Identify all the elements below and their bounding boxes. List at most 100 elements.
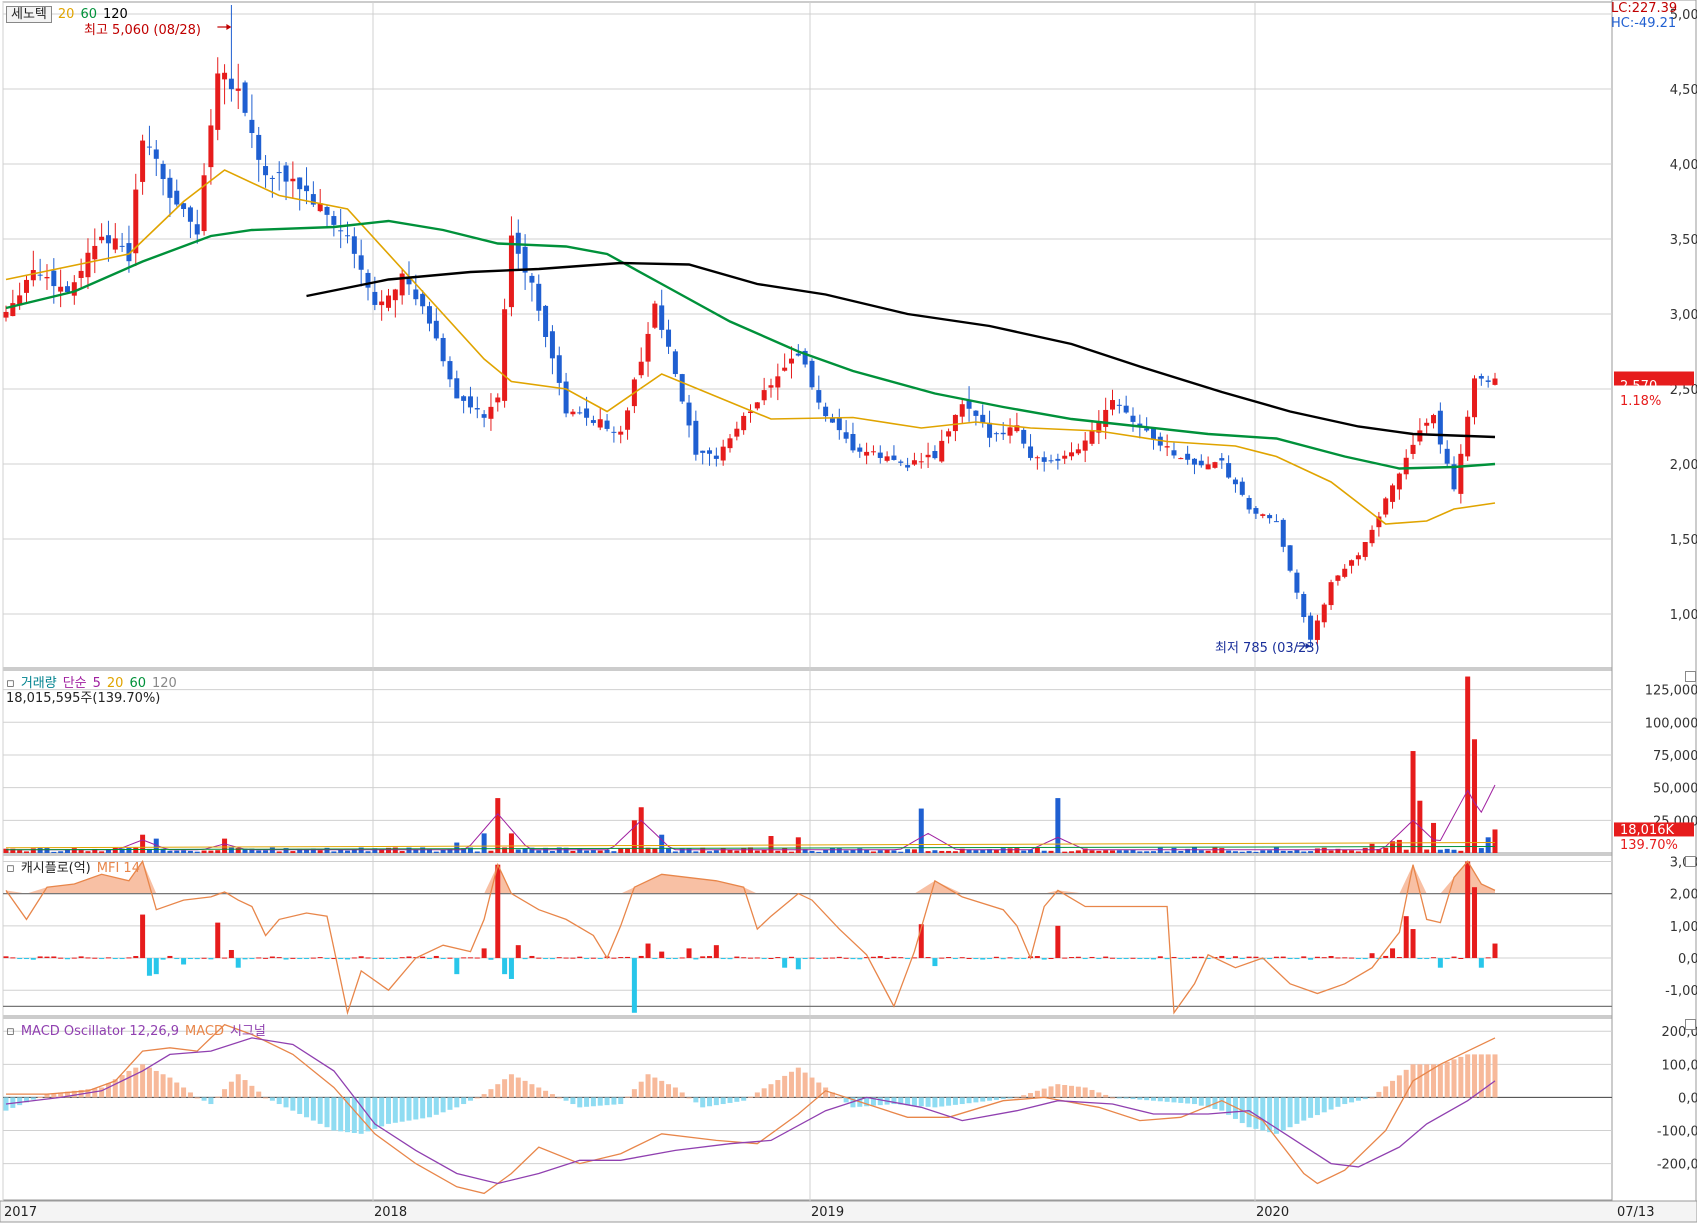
lc-value: LC:227.39 xyxy=(1611,1,1677,16)
candle-body xyxy=(905,465,910,467)
macd-oscillator-bar xyxy=(1008,1097,1013,1098)
candle-body xyxy=(379,302,384,306)
macd-oscillator-bar xyxy=(550,1094,555,1097)
macd-oscillator-bar xyxy=(1069,1086,1074,1098)
candle-body xyxy=(72,282,77,295)
candle-body xyxy=(529,276,534,283)
candle-body xyxy=(304,186,309,192)
volume-bar xyxy=(768,836,773,853)
macd-oscillator-bar xyxy=(1049,1086,1054,1097)
volume-panel-button[interactable] xyxy=(1685,671,1696,682)
volume-bar xyxy=(1226,851,1231,853)
cashflow-bar xyxy=(1329,956,1334,958)
cashflow-bar xyxy=(366,957,371,958)
cashflow-bar xyxy=(1171,957,1176,958)
volume-bar xyxy=(1206,851,1211,853)
macd-oscillator-bar xyxy=(734,1097,739,1101)
candle-body xyxy=(564,382,569,414)
candle-body xyxy=(721,447,726,461)
macd-oscillator-bar xyxy=(1076,1087,1081,1098)
candle-body xyxy=(1479,376,1484,379)
candle-body xyxy=(659,305,664,329)
cashflow-bar xyxy=(926,957,931,958)
cashflow-bar xyxy=(885,958,890,959)
cashflow-bar xyxy=(359,956,364,958)
cashflow-bar xyxy=(891,957,896,958)
macd-oscillator-bar xyxy=(1144,1097,1149,1100)
cashflow-bar xyxy=(502,958,507,974)
volume-bar xyxy=(741,848,746,853)
cashflow-bar xyxy=(1458,958,1463,959)
cashflow-bar xyxy=(1431,957,1436,958)
macd-panel-marker: ▫ xyxy=(6,1024,15,1039)
cashflow-bar xyxy=(994,957,999,958)
volume-bar xyxy=(1260,850,1265,853)
volume-bar xyxy=(775,851,780,853)
stock-name[interactable]: 세노텍 xyxy=(6,6,52,23)
cashflow-bar xyxy=(516,945,521,958)
candle-body xyxy=(953,415,958,431)
candle-body xyxy=(1349,560,1354,566)
candle-body xyxy=(277,172,282,173)
candle-body xyxy=(939,441,944,462)
cashflow-bar xyxy=(441,958,446,959)
candle-body xyxy=(680,374,685,401)
macd-oscillator-bar xyxy=(263,1097,268,1098)
cashflow-bar xyxy=(372,958,377,959)
macd-oscillator-bar xyxy=(181,1087,186,1097)
macd-oscillator-bar xyxy=(946,1097,951,1105)
candle-body xyxy=(270,178,275,179)
macd-oscillator-bar xyxy=(106,1083,111,1097)
volume-bar xyxy=(167,851,172,853)
cashflow-bar xyxy=(208,958,213,959)
cashflow-bar xyxy=(762,958,767,959)
cashflow-bar xyxy=(1349,958,1354,959)
macd-oscillator-bar xyxy=(1376,1092,1381,1098)
volume-bar xyxy=(126,848,131,853)
cashflow-bar xyxy=(106,957,111,958)
candle-body xyxy=(618,432,623,435)
candle-body xyxy=(625,410,630,429)
cashflow-bar xyxy=(666,958,671,959)
volume-bar xyxy=(434,852,439,853)
volume-bar xyxy=(72,848,77,853)
macd-oscillator-bar xyxy=(325,1097,330,1127)
cashflow-bar xyxy=(1096,958,1101,959)
candle-body xyxy=(994,433,999,434)
cashflow-bar xyxy=(1411,929,1416,958)
candle-body xyxy=(297,177,302,189)
candle-body xyxy=(1042,457,1047,462)
cashflow-bar xyxy=(529,956,534,958)
volume-bar xyxy=(1493,829,1498,853)
cashflow-bar xyxy=(687,948,692,958)
candle-body xyxy=(605,421,610,429)
candle-body xyxy=(331,216,336,225)
macd-oscillator-bar xyxy=(611,1097,616,1104)
candle-body xyxy=(1001,433,1006,434)
macd-panel-button[interactable] xyxy=(1685,1019,1696,1030)
cashflow-bar xyxy=(577,957,582,958)
cashflow-bar xyxy=(1144,958,1149,959)
volume-bar xyxy=(495,798,500,853)
candle-body xyxy=(1486,380,1491,382)
candle-body xyxy=(386,296,391,308)
candle-body xyxy=(1356,555,1361,559)
candle-body xyxy=(1281,520,1286,547)
volume-bar xyxy=(345,851,350,853)
volume-bar xyxy=(1438,850,1443,853)
macd-oscillator-bar xyxy=(659,1081,664,1098)
candle-body xyxy=(891,456,896,460)
cashflow-bar xyxy=(1110,958,1115,959)
volume-bar xyxy=(714,850,719,853)
cashflow-bar xyxy=(495,865,500,958)
candle-body xyxy=(714,456,719,459)
macd-oscillator-bar xyxy=(277,1097,282,1104)
macd-y-tick-label: 100,00 xyxy=(1662,1058,1697,1073)
macd-oscillator-bar xyxy=(748,1097,753,1098)
cashflow-panel-button[interactable] xyxy=(1685,856,1696,867)
cashflow-bar xyxy=(1083,958,1088,959)
volume-bar xyxy=(366,851,371,853)
volume-bar xyxy=(1117,850,1122,853)
candle-body xyxy=(284,165,289,181)
cashflow-bar xyxy=(748,958,753,959)
